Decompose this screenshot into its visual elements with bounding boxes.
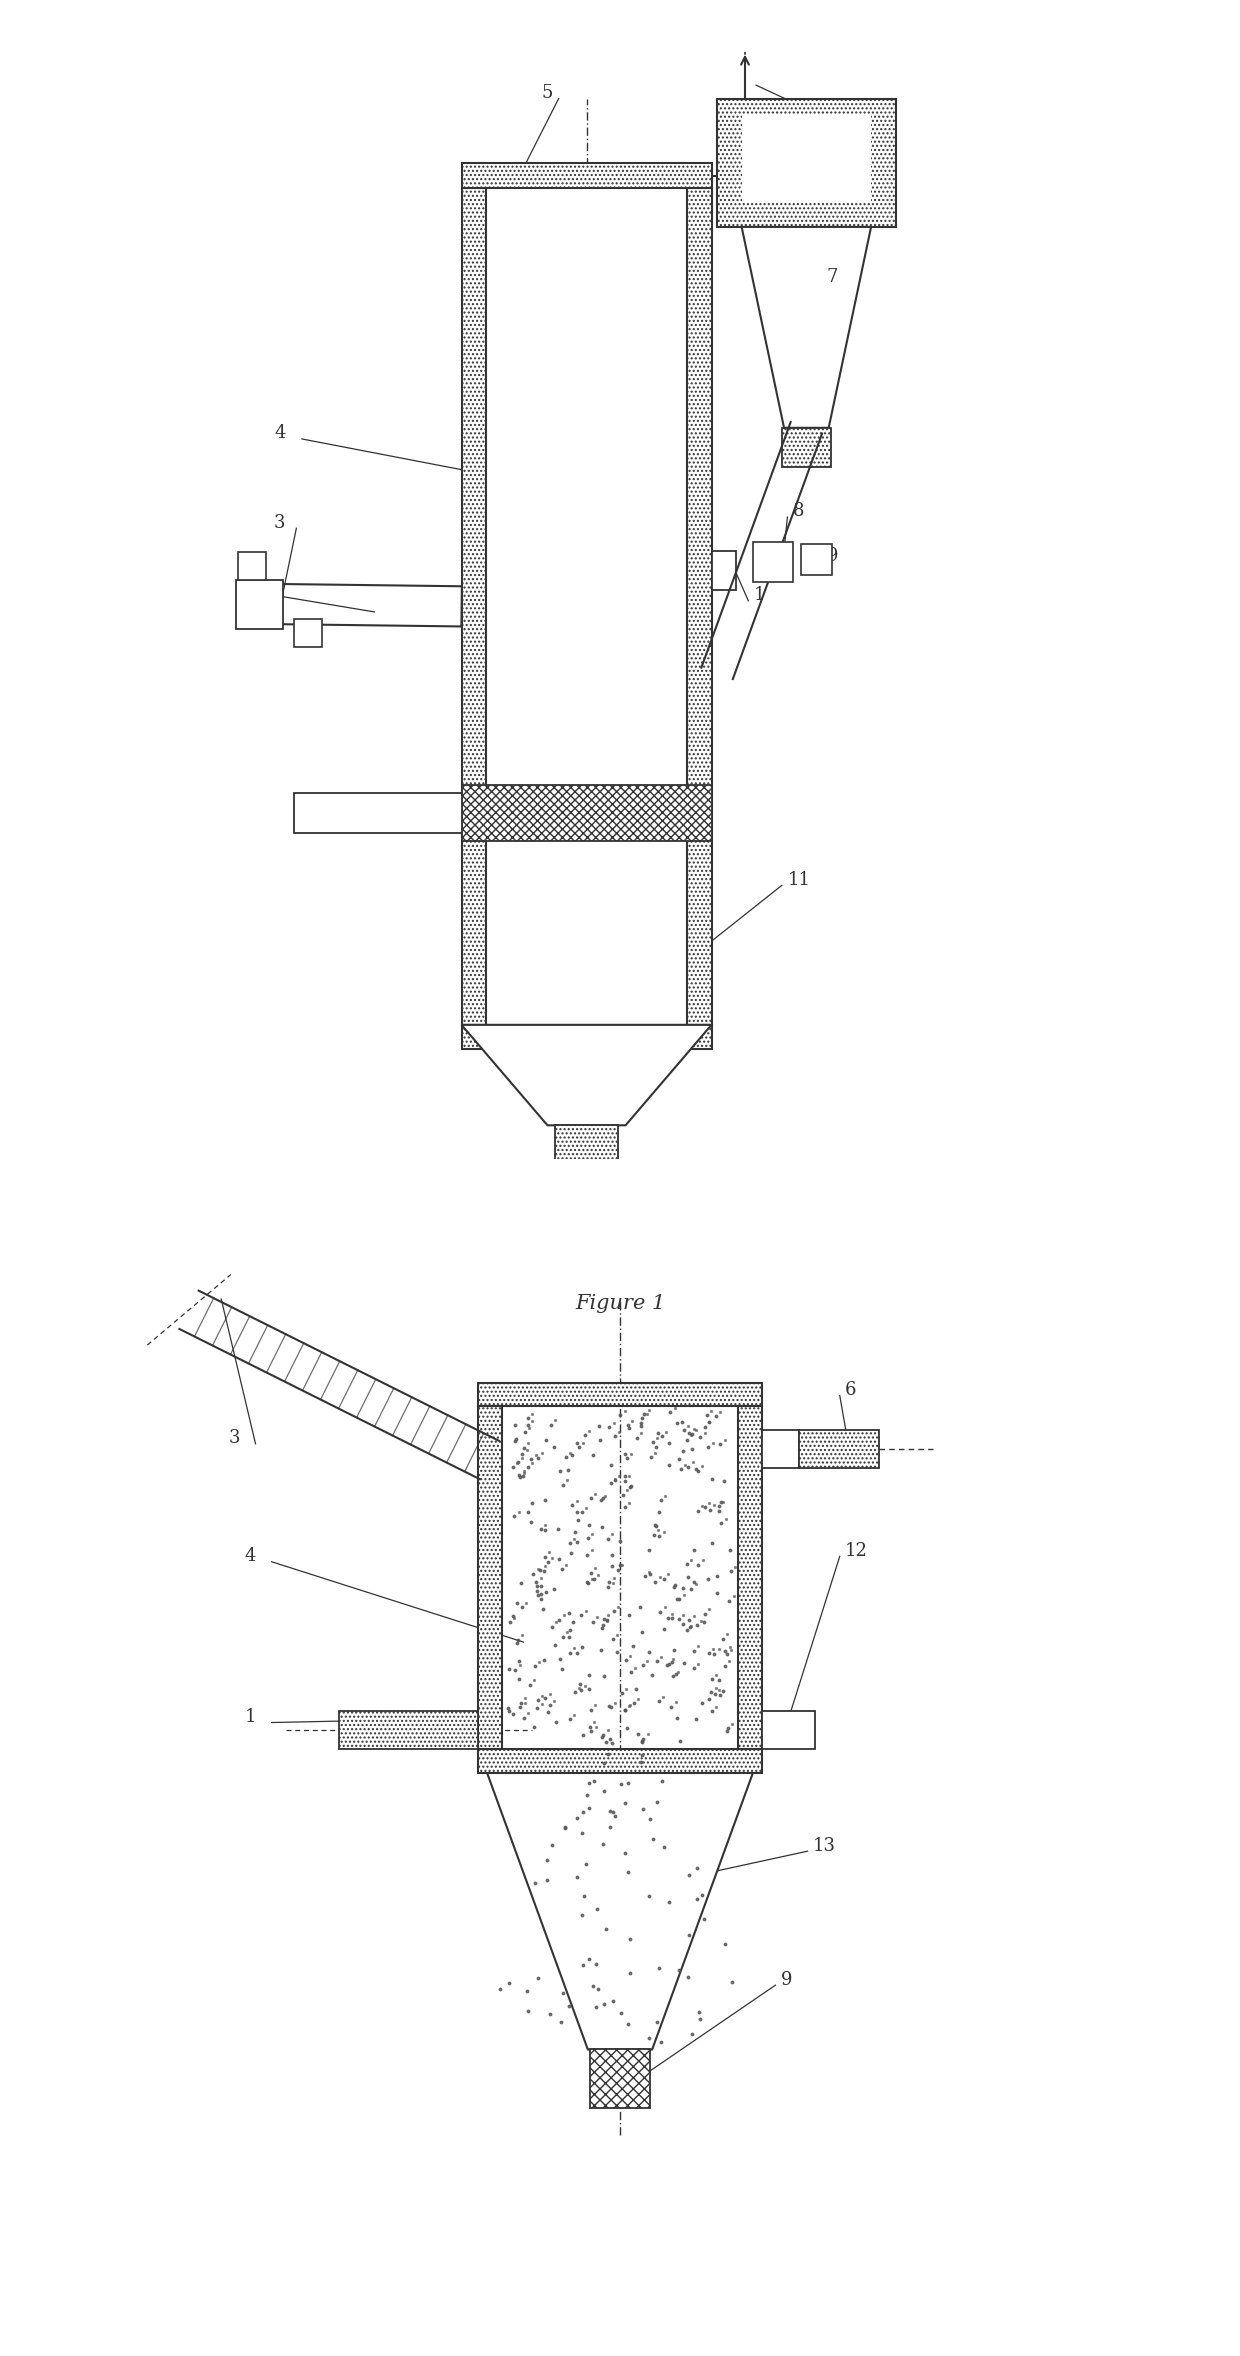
Bar	[238, 551, 267, 580]
Bar	[461, 188, 486, 1025]
Bar	[479, 1748, 761, 1774]
Bar	[340, 1710, 479, 1748]
Text: 11: 11	[787, 872, 811, 888]
Text: 7: 7	[826, 269, 838, 285]
Text: 6: 6	[826, 101, 838, 118]
Text: 12: 12	[846, 1543, 868, 1560]
Bar	[479, 1383, 761, 1407]
Text: 4: 4	[244, 1548, 257, 1564]
Text: 1: 1	[244, 1708, 257, 1727]
Bar	[590, 2050, 650, 2109]
Text: 1: 1	[754, 587, 765, 603]
Text: 8: 8	[794, 502, 805, 521]
Bar	[801, 544, 832, 575]
Bar	[781, 429, 831, 466]
Bar	[294, 620, 322, 646]
Bar	[742, 115, 870, 203]
Text: 2: 2	[252, 580, 263, 598]
Bar	[236, 580, 283, 629]
Text: 6: 6	[846, 1381, 857, 1399]
Bar	[461, 1025, 712, 1048]
Bar	[761, 1710, 815, 1748]
Bar	[720, 113, 770, 170]
Text: 1: 1	[308, 803, 319, 822]
Bar	[717, 99, 895, 226]
Polygon shape	[461, 1025, 712, 1126]
Bar	[461, 163, 712, 188]
Polygon shape	[742, 226, 870, 429]
Bar	[479, 1407, 502, 1748]
Bar	[712, 551, 737, 589]
Bar	[738, 1407, 761, 1748]
Bar	[761, 1430, 799, 1468]
Text: Figure 1: Figure 1	[575, 1293, 665, 1312]
Text: 5: 5	[542, 85, 553, 101]
Text: 13: 13	[813, 1838, 836, 1854]
Polygon shape	[479, 1748, 761, 2050]
Text: 4: 4	[274, 424, 285, 443]
Text: 3: 3	[274, 514, 285, 532]
Bar	[799, 1430, 879, 1468]
Bar	[687, 188, 712, 1025]
Bar	[556, 1126, 618, 1180]
Bar	[461, 785, 712, 841]
Text: 9: 9	[781, 1972, 792, 1988]
Bar	[294, 792, 461, 834]
Text: 3: 3	[228, 1430, 241, 1447]
Bar	[753, 542, 794, 582]
Bar	[486, 188, 687, 1025]
Text: 9: 9	[826, 547, 838, 565]
